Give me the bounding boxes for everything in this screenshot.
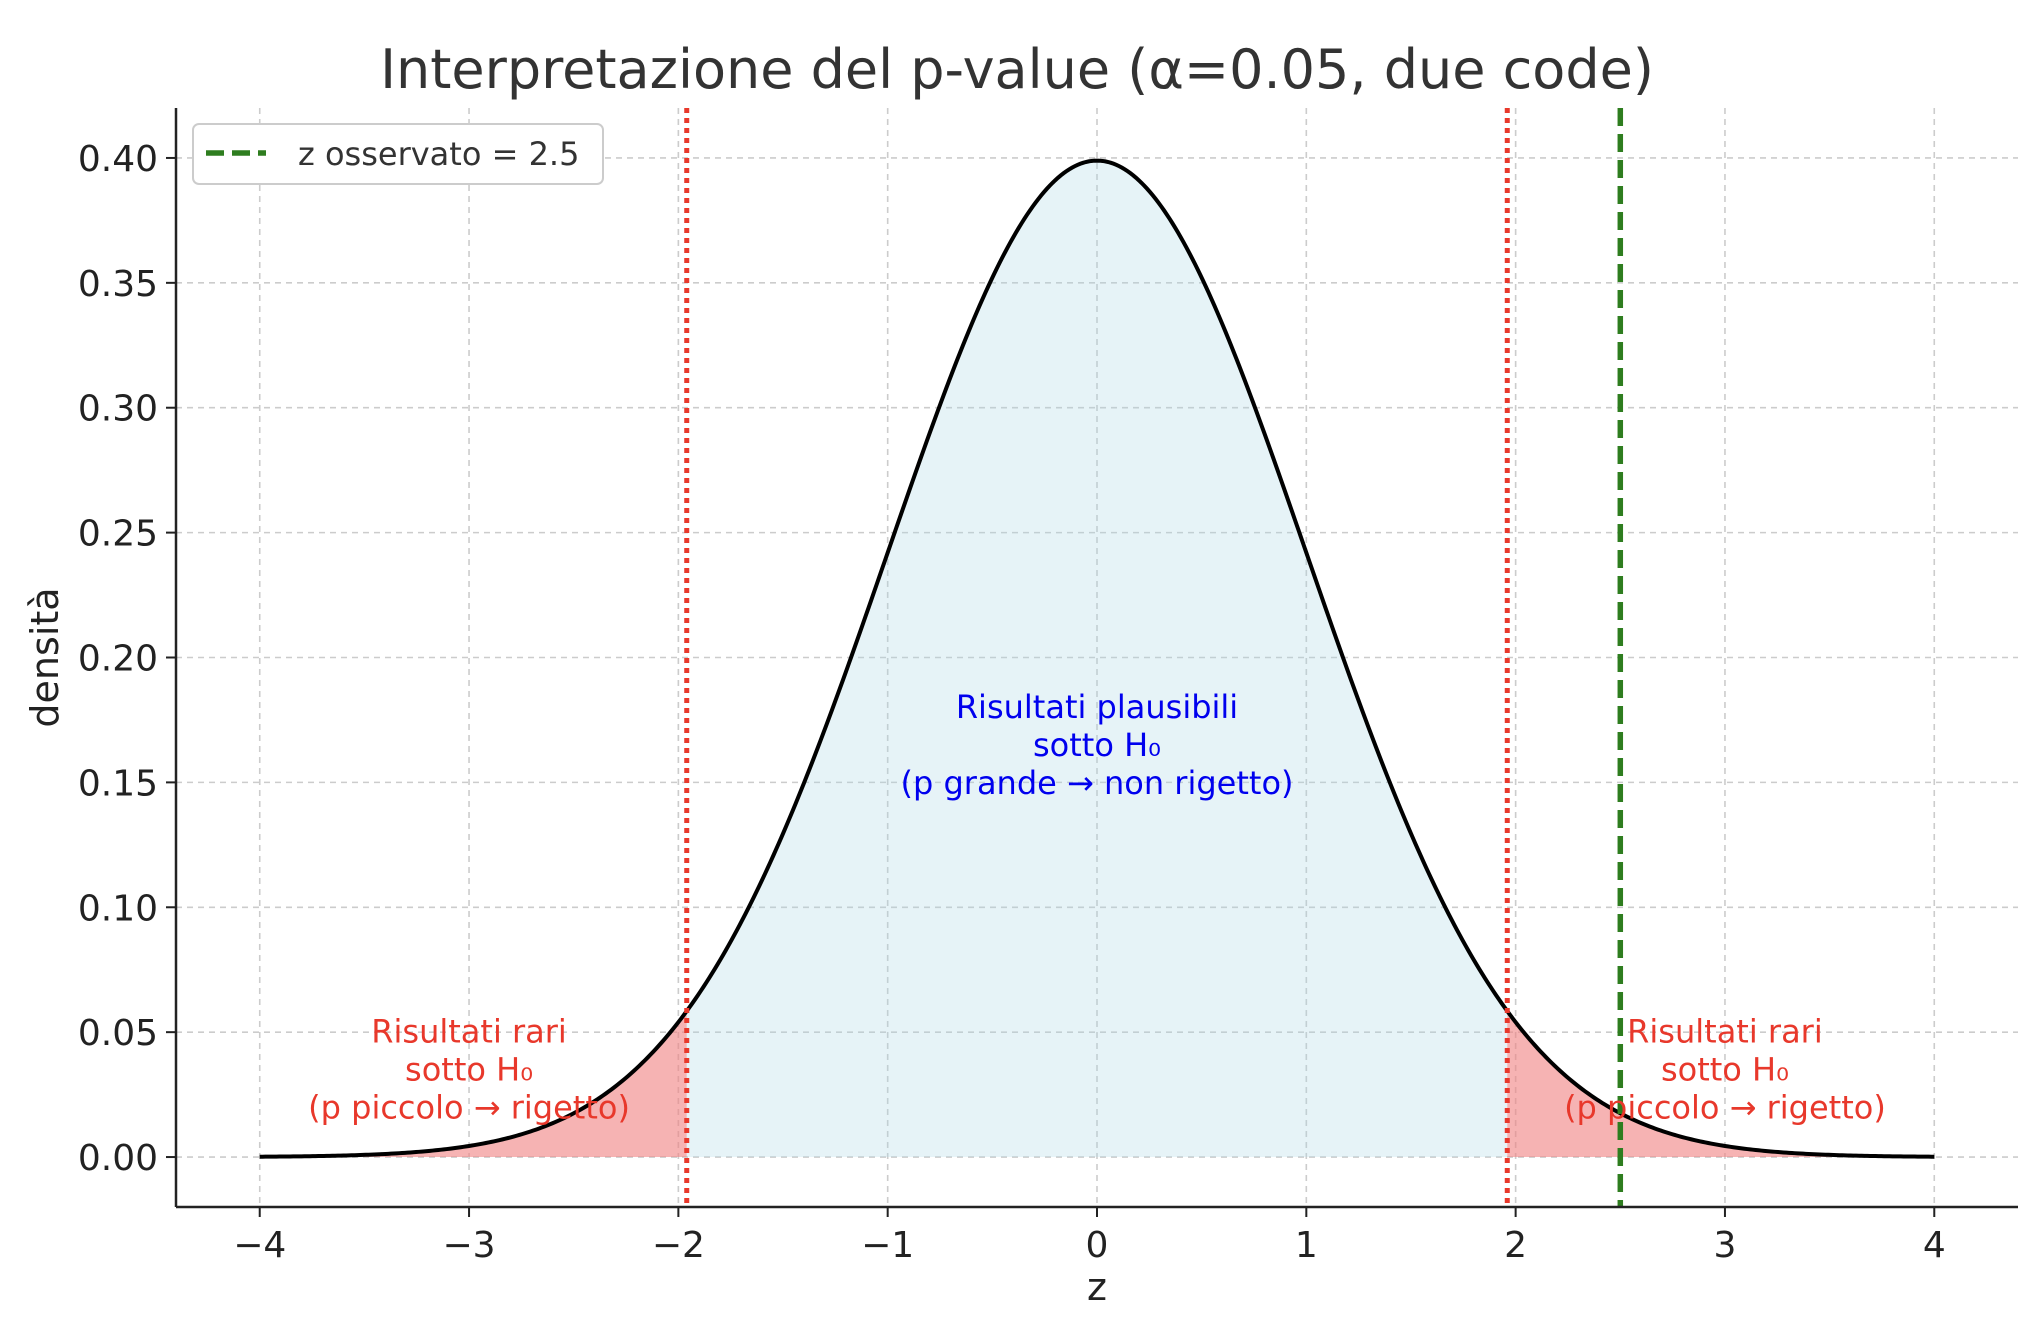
legend-box bbox=[192, 123, 604, 185]
y-tick-label-6: 0.30 bbox=[78, 389, 158, 430]
annotation-2-line-0: Risultati rari bbox=[1627, 1013, 1823, 1051]
shaded-regions bbox=[259, 160, 1935, 1158]
chart-title: Interpretazione del p-value (α=0.05, due… bbox=[380, 38, 1654, 101]
annotation-2-line-1: sotto H₀ bbox=[1661, 1051, 1789, 1089]
annotation-0-line-0: Risultati plausibili bbox=[956, 688, 1238, 726]
y-tick-label-5: 0.25 bbox=[78, 514, 158, 555]
annotation-1-line-2: (p piccolo → rigetto) bbox=[308, 1089, 630, 1127]
x-tick-label-0: −4 bbox=[233, 1225, 286, 1266]
annotations: Risultati plausibili sotto H₀ (p grande → … bbox=[308, 688, 1886, 1127]
ticks: −4 −3 −2 −1 0 1 2 3 4 0.00 0.05 0.10 0.15 0.20 0.25 0.3… bbox=[78, 139, 1946, 1266]
y-tick-label-1: 0.05 bbox=[78, 1013, 158, 1054]
x-tick-label-7: 3 bbox=[1714, 1225, 1737, 1266]
annotation-0-line-2: (p grande → non rigetto) bbox=[901, 764, 1294, 802]
y-tick-label-0: 0.00 bbox=[78, 1138, 158, 1179]
annotation-2-line-2: (p piccolo → rigetto) bbox=[1564, 1089, 1886, 1127]
annotation-0: Risultati plausibili sotto H₀ (p grande → … bbox=[901, 688, 1294, 802]
annotation-2: Risultati rari sotto H₀ (p piccolo → riget… bbox=[1564, 1013, 1886, 1127]
x-tick-label-4: 0 bbox=[1086, 1225, 1109, 1266]
x-tick-label-3: −1 bbox=[861, 1225, 914, 1266]
curve-layer bbox=[259, 158, 1935, 1159]
annotation-1-line-0: Risultati rari bbox=[371, 1013, 567, 1051]
legend: z osservato = 2.5 bbox=[192, 123, 604, 185]
normal-curve bbox=[259, 158, 1935, 1159]
y-tick-label-4: 0.20 bbox=[78, 639, 158, 680]
x-axis-label: z bbox=[1087, 1265, 1107, 1309]
x-tick-label-8: 4 bbox=[1923, 1225, 1946, 1266]
annotation-1: Risultati rari sotto H₀ (p piccolo → riget… bbox=[308, 1013, 630, 1127]
y-tick-label-8: 0.40 bbox=[78, 139, 158, 180]
x-tick-label-2: −2 bbox=[652, 1225, 705, 1266]
x-tick-label-5: 1 bbox=[1295, 1225, 1318, 1266]
y-tick-label-7: 0.35 bbox=[78, 264, 158, 305]
region-1 bbox=[686, 160, 1508, 1158]
x-tick-label-6: 2 bbox=[1504, 1225, 1527, 1266]
x-tick-label-1: −3 bbox=[443, 1225, 496, 1266]
y-tick-label-2: 0.10 bbox=[78, 888, 158, 929]
annotation-1-line-1: sotto H₀ bbox=[405, 1051, 533, 1089]
reference-lines bbox=[684, 108, 1624, 1207]
annotation-0-line-1: sotto H₀ bbox=[1033, 726, 1161, 764]
y-axis-label: densità bbox=[23, 587, 67, 727]
y-tick-label-3: 0.15 bbox=[78, 763, 158, 804]
region-2 bbox=[1507, 1011, 1935, 1158]
legend-label: z osservato = 2.5 bbox=[298, 135, 579, 173]
region-0 bbox=[259, 1011, 687, 1158]
